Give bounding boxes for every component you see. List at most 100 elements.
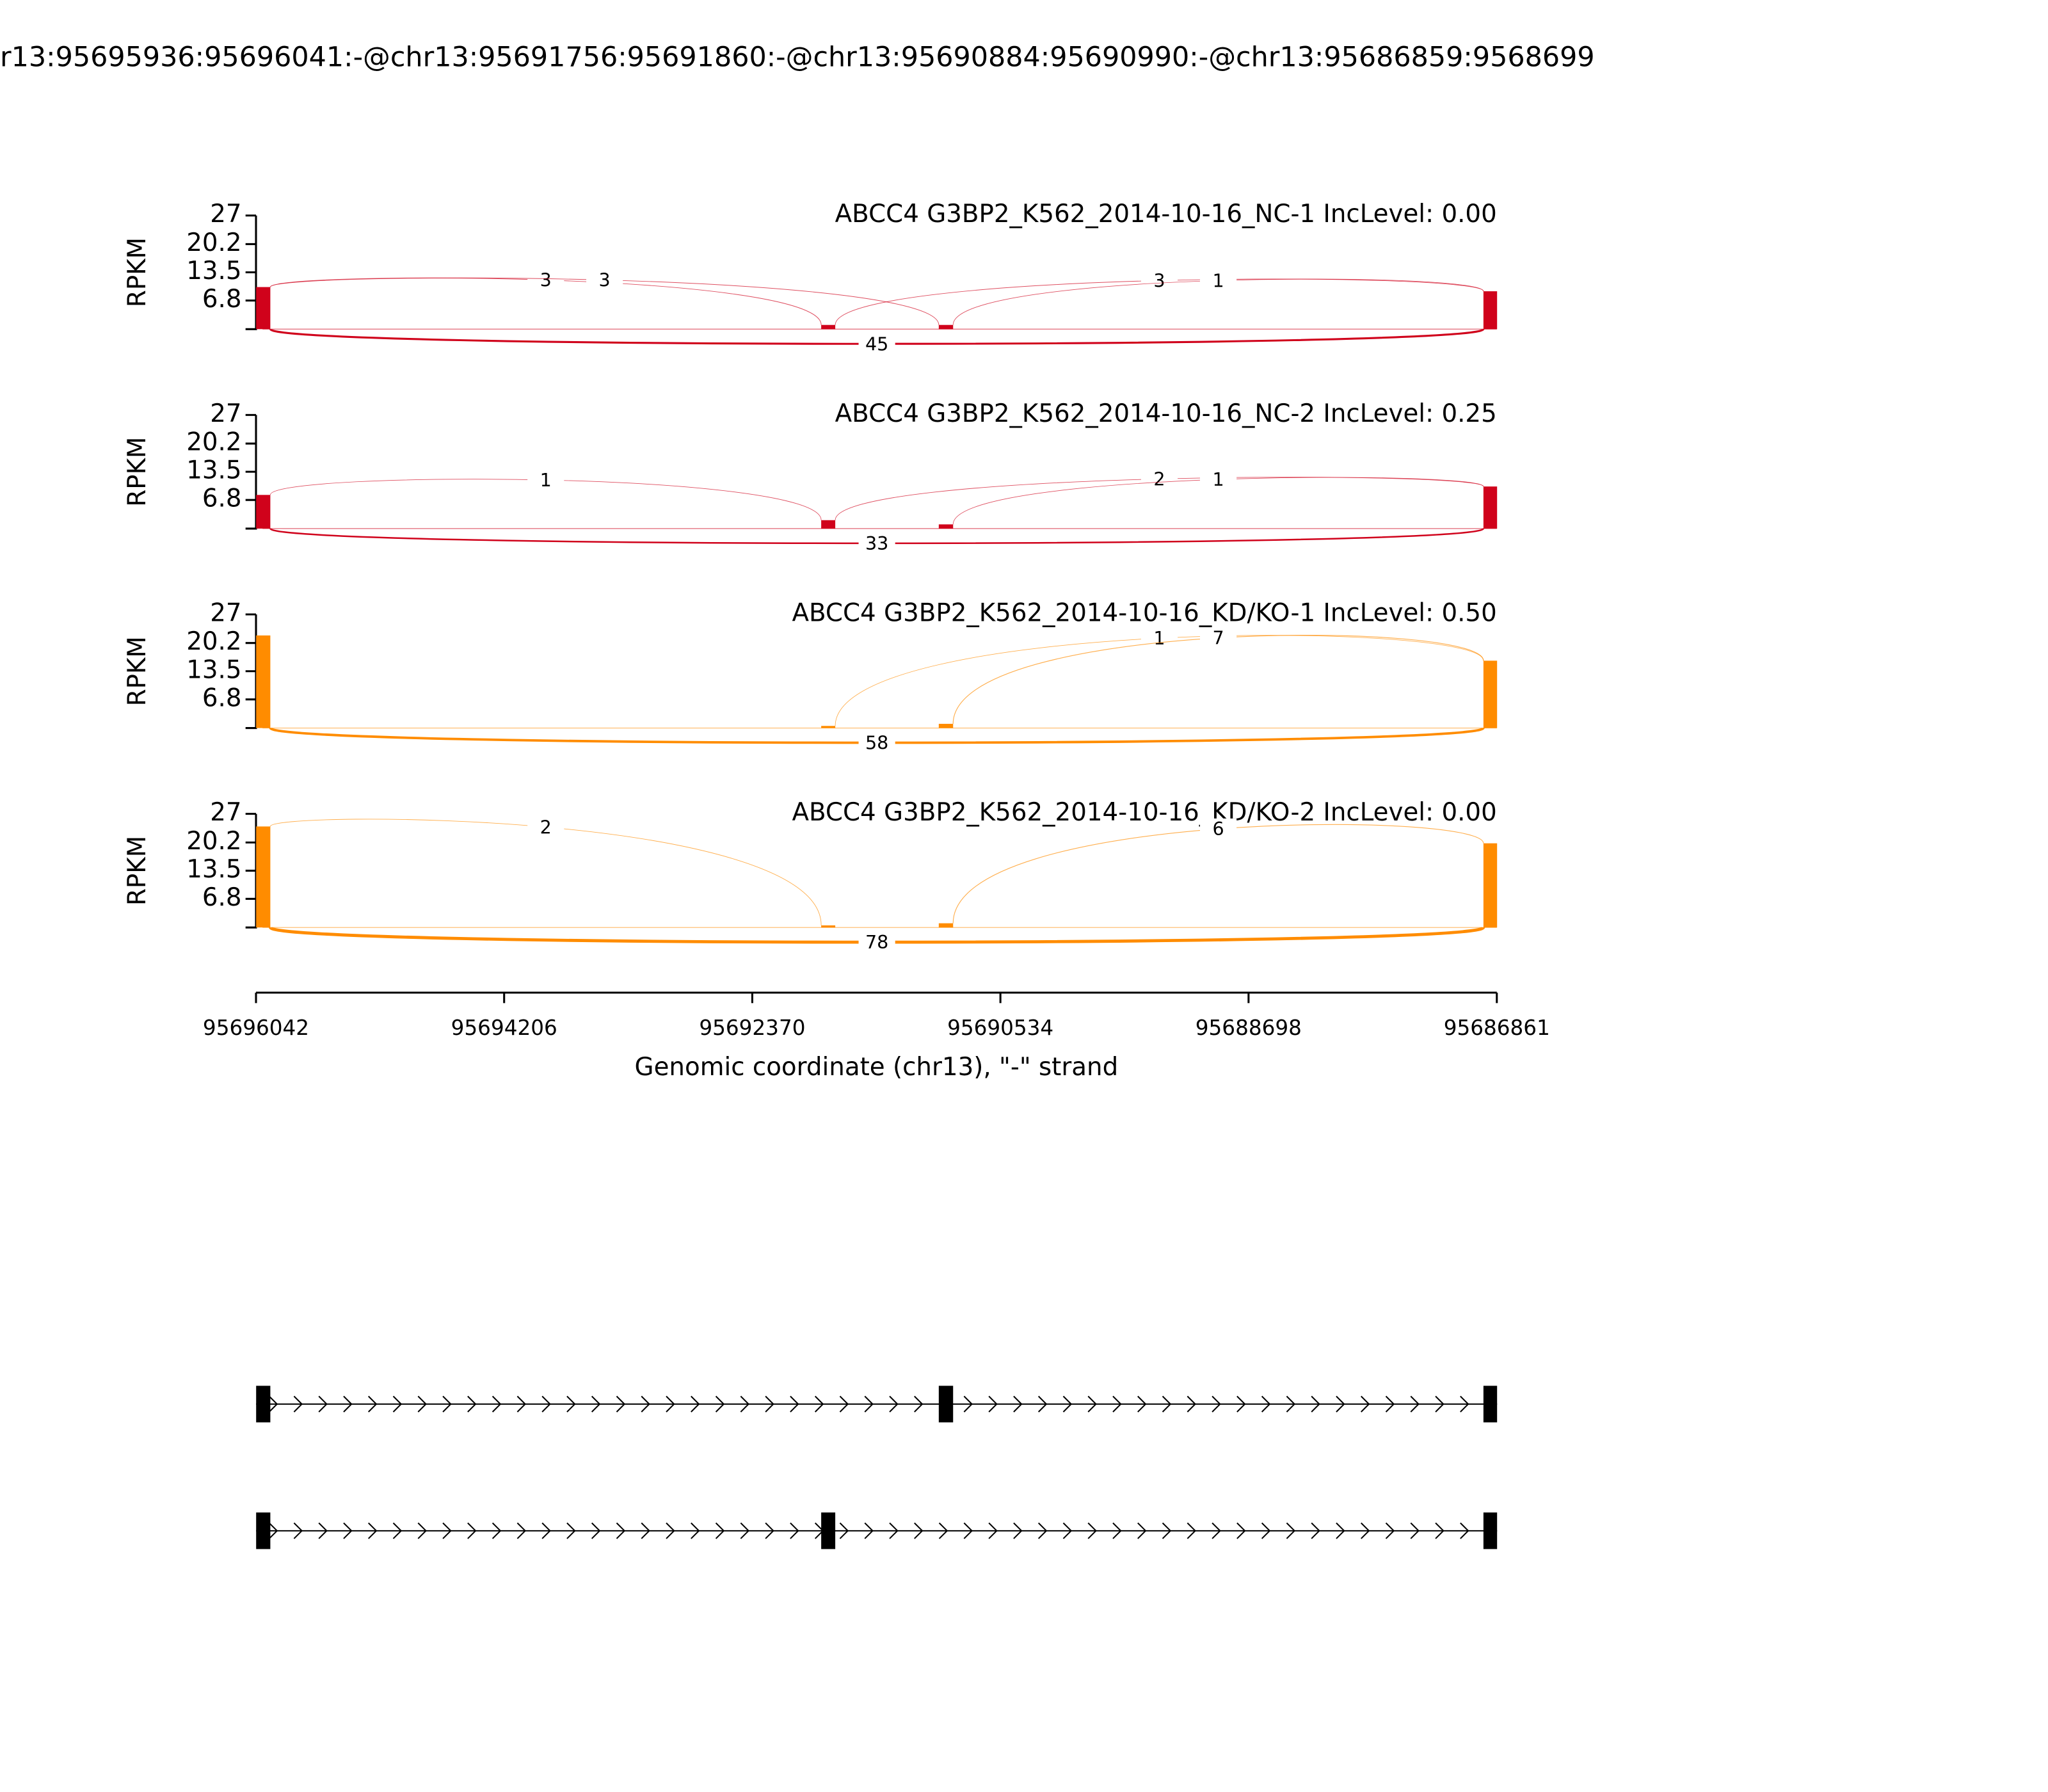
strand-chevron: [516, 1395, 527, 1412]
strand-chevron: [988, 1395, 998, 1412]
strand-chevron: [268, 1395, 278, 1412]
exon-coverage: [256, 495, 271, 529]
strand-chevron: [1112, 1522, 1122, 1539]
strand-chevron: [1162, 1522, 1172, 1539]
strand-chevron: [318, 1395, 328, 1412]
strand-chevron: [765, 1522, 774, 1539]
junction-label: 2: [540, 816, 552, 838]
strand-chevron: [1062, 1395, 1073, 1412]
x-tick-label: 95696042: [203, 1016, 309, 1040]
chart-title: r13:95695936:95696041:-@chr13:95691756:9…: [0, 41, 1595, 73]
strand-chevron: [641, 1395, 650, 1412]
y-axis-label: RPKM: [123, 636, 152, 706]
y-tick-label: 13.5: [186, 257, 241, 285]
strand-chevron: [790, 1395, 799, 1412]
exon-coverage: [938, 923, 954, 928]
y-tick-label: 27: [210, 200, 241, 228]
strand-chevron: [814, 1395, 824, 1412]
junction-label-bg: [1140, 627, 1178, 649]
junction-label: 6: [1212, 818, 1224, 840]
strand-chevron: [963, 1395, 973, 1412]
strand-chevron: [1212, 1395, 1221, 1412]
y-axis: [245, 415, 257, 530]
y-axis-label: RPKM: [123, 437, 152, 507]
junction-label: 58: [865, 732, 888, 754]
y-tick-label: 13.5: [186, 855, 241, 884]
junction-label: 1: [1212, 468, 1224, 490]
panel-title: ABCC4 G3BP2_K562_2014-10-16_NC-2 IncLeve…: [835, 399, 1497, 428]
strand-chevron: [1187, 1395, 1197, 1412]
strand-chevron: [1311, 1522, 1320, 1539]
strand-chevron: [467, 1522, 477, 1539]
strand-chevron: [516, 1522, 527, 1539]
junction-label: 7: [1212, 627, 1224, 649]
strand-chevron: [541, 1395, 551, 1412]
exon-coverage: [1483, 486, 1498, 529]
x-tick-label: 95692370: [699, 1016, 805, 1040]
strand-chevron: [591, 1522, 601, 1539]
strand-chevron: [1460, 1395, 1469, 1412]
exon-block: [938, 1386, 954, 1423]
strand-chevron: [1137, 1522, 1147, 1539]
exon-coverage: [256, 826, 271, 928]
junction-label-bg: [1199, 627, 1237, 649]
y-tick-label: 6.8: [202, 883, 242, 912]
strand-chevron: [691, 1395, 700, 1412]
strand-chevron: [591, 1395, 601, 1412]
strand-chevron: [1410, 1522, 1420, 1539]
y-tick-label: 6.8: [202, 285, 242, 314]
strand-chevron: [790, 1522, 799, 1539]
strand-chevron: [839, 1395, 849, 1412]
junction-label-bg: [858, 732, 895, 753]
junction-label-bg: [858, 532, 895, 554]
strand-chevron: [343, 1395, 353, 1412]
strand-chevron: [541, 1522, 551, 1539]
strand-chevron: [492, 1522, 502, 1539]
strand-chevron: [839, 1522, 849, 1539]
strand-chevron: [864, 1395, 874, 1412]
y-tick-label: 13.5: [186, 655, 241, 684]
strand-chevron: [666, 1395, 675, 1412]
exon-block: [256, 1512, 271, 1549]
exon-coverage: [256, 287, 271, 330]
strand-chevron: [1087, 1395, 1097, 1412]
junction-label-bg: [527, 816, 564, 838]
y-axis-label: RPKM: [123, 836, 152, 906]
strand-chevron: [1435, 1395, 1444, 1412]
strand-chevron: [616, 1522, 626, 1539]
strand-chevron: [641, 1522, 650, 1539]
exon-block: [256, 1386, 271, 1423]
strand-chevron: [616, 1395, 626, 1412]
strand-chevron: [343, 1522, 353, 1539]
junction-label-bg: [1199, 818, 1237, 840]
strand-chevron: [566, 1395, 576, 1412]
panel-title: ABCC4 G3BP2_K562_2014-10-16_KD/KO-2 IncL…: [792, 798, 1496, 827]
junction-label-bg: [1199, 270, 1237, 291]
strand-chevron: [740, 1395, 750, 1412]
junction-label: 1: [1212, 269, 1224, 291]
strand-chevron: [1361, 1395, 1370, 1412]
strand-chevron: [1062, 1522, 1073, 1539]
strand-chevron: [765, 1395, 774, 1412]
strand-chevron: [1236, 1395, 1246, 1412]
y-axis-label: RPKM: [123, 237, 152, 307]
junction-label-bg: [527, 469, 564, 491]
exon-coverage: [821, 726, 836, 728]
strand-chevron: [988, 1522, 998, 1539]
strand-chevron: [1261, 1522, 1271, 1539]
strand-chevron: [417, 1522, 427, 1539]
strand-chevron: [1410, 1395, 1420, 1412]
strand-chevron: [889, 1522, 899, 1539]
strand-chevron: [1013, 1395, 1023, 1412]
strand-chevron: [938, 1522, 948, 1539]
junction-label: 3: [540, 269, 552, 291]
exon-coverage: [821, 925, 836, 928]
strand-chevron: [566, 1522, 576, 1539]
exon-block: [821, 1512, 836, 1549]
strand-chevron: [1336, 1395, 1345, 1412]
junction-label-bg: [1140, 468, 1178, 490]
x-tick-label: 95694206: [451, 1016, 557, 1040]
y-axis: [245, 813, 257, 929]
strand-chevron: [1236, 1522, 1246, 1539]
strand-chevron: [1435, 1522, 1444, 1539]
